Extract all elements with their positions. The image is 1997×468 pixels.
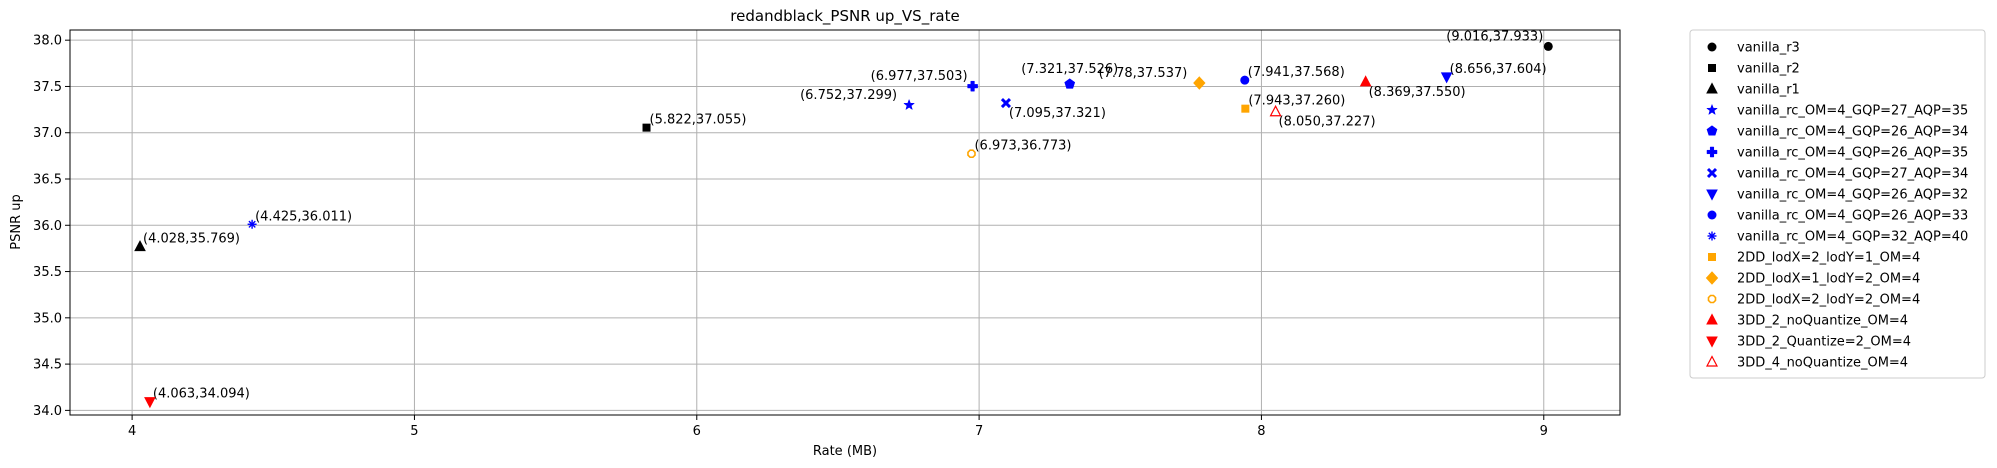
legend-entry-label: 2DD_lodX=2_lodY=1_OM=4	[1737, 251, 1920, 266]
y-tick-label: 36.0	[33, 219, 62, 234]
data-label: (7.78,37.537)	[1099, 66, 1188, 81]
x-tick-label: 8	[1257, 424, 1265, 439]
data-points	[134, 41, 1553, 409]
data-label: (7.941,37.568)	[1248, 65, 1345, 80]
data-label: (6.752,37.299)	[800, 88, 897, 103]
plot-area-frame	[69, 29, 1621, 416]
data-point	[967, 80, 978, 92]
x-tick-label: 7	[975, 424, 983, 439]
legend-marker	[1706, 336, 1718, 348]
data-point	[248, 220, 256, 228]
legend-entry-label: vanilla_rc_OM=4_GQP=27_AQP=35	[1737, 104, 1968, 119]
y-tick-label: 38.0	[33, 34, 62, 49]
x-tick-label: 9	[1540, 424, 1548, 439]
data-point	[1064, 78, 1076, 89]
x-axis-label: Rate (MB)	[813, 444, 877, 459]
data-point	[1193, 76, 1206, 90]
data-point	[134, 240, 146, 252]
data-label: (8.050,37.227)	[1279, 115, 1376, 130]
legend-marker	[1706, 82, 1718, 94]
data-label: (7.943,37.260)	[1248, 94, 1345, 109]
legend-entry-label: vanilla_rc_OM=4_GQP=26_AQP=34	[1737, 125, 1968, 140]
legend-entry-label: vanilla_rc_OM=4_GQP=26_AQP=35	[1737, 146, 1968, 161]
legend-marker	[1706, 313, 1718, 325]
legend-marker	[1708, 232, 1716, 240]
legend-entry-label: 2DD_lodX=1_lodY=2_OM=4	[1737, 272, 1920, 287]
legend-entry-label: vanilla_rc_OM=4_GQP=26_AQP=32	[1737, 188, 1968, 203]
legend-marker	[1706, 189, 1718, 201]
legend-marker	[1706, 355, 1718, 367]
legend-marker	[1708, 64, 1716, 72]
data-point	[903, 98, 916, 111]
legend-frame	[1689, 29, 1986, 379]
y-tick-label: 37.0	[33, 126, 62, 141]
data-label: (6.973,36.773)	[974, 139, 1071, 154]
data-label: (8.369,37.550)	[1369, 85, 1466, 100]
data-label: (7.321,37.526)	[1021, 62, 1118, 77]
data-label: (4.028,35.769)	[143, 232, 240, 247]
data-label: (9.016,37.933)	[1446, 29, 1543, 44]
legend-marker	[1707, 210, 1717, 220]
data-point	[1269, 104, 1282, 117]
data-label: (6.977,37.503)	[871, 69, 968, 84]
grid-lines	[70, 30, 1620, 415]
y-tick-label: 35.5	[33, 265, 62, 280]
data-label: (4.425,36.011)	[255, 209, 352, 224]
legend-entry-label: vanilla_rc_OM=4_GQP=26_AQP=33	[1737, 209, 1968, 224]
legend-entry-label: 3DD_2_Quantize=2_OM=4	[1737, 335, 1911, 350]
data-point	[1543, 41, 1553, 51]
data-point	[642, 123, 651, 132]
legend-marker	[1707, 294, 1717, 304]
data-labels: (9.016,37.933) (5.822,37.055) (4.028,35.76…	[143, 29, 1547, 401]
data-point	[1240, 75, 1250, 85]
legend-marker	[1706, 103, 1718, 116]
legend-entry-label: 2DD_lodX=2_lodY=2_OM=4	[1737, 293, 1920, 308]
legend-marker	[1706, 167, 1718, 179]
legend-marker	[1707, 42, 1717, 52]
legend-entry-label: 3DD_4_noQuantize_OM=4	[1737, 356, 1908, 371]
legend-entry-label: vanilla_r3	[1737, 41, 1800, 56]
data-point	[144, 397, 156, 409]
legend-entry-label: vanilla_rc_OM=4_GQP=27_AQP=34	[1737, 167, 1968, 182]
data-point	[967, 149, 976, 159]
data-label: (4.063,34.094)	[153, 387, 250, 402]
data-label: (8.656,37.604)	[1450, 62, 1547, 77]
legend: vanilla_r3 vanilla_r2 vanilla_r1 vanilla_rc…	[1689, 29, 1986, 379]
data-point	[1359, 75, 1372, 87]
data-point	[1000, 97, 1011, 109]
legend-entry-label: 3DD_2_noQuantize_OM=4	[1737, 314, 1908, 329]
axis-ticks: 4 5 6 7 8 9 34.0 34.5 35.0 35.5 36.0 36.5 37.0 37.5 38…	[33, 34, 1548, 439]
legend-marker	[1706, 125, 1718, 136]
y-tick-label: 37.5	[33, 80, 62, 95]
y-tick-label: 34.0	[33, 404, 62, 419]
legend-marker	[1706, 146, 1718, 158]
data-label: (5.822,37.055)	[650, 113, 747, 128]
legend-entry-label: vanilla_r1	[1737, 83, 1800, 98]
data-label: (7.095,37.321)	[1009, 106, 1106, 121]
y-axis-label: PSNR up	[9, 194, 24, 249]
x-tick-label: 5	[410, 424, 418, 439]
x-tick-label: 4	[128, 424, 136, 439]
legend-marker	[1708, 253, 1716, 261]
legend-entry-label: vanilla_r2	[1737, 62, 1800, 77]
x-tick-label: 6	[693, 424, 701, 439]
y-tick-label: 36.5	[33, 173, 62, 188]
y-tick-label: 35.0	[33, 311, 62, 326]
y-tick-label: 34.5	[33, 358, 62, 373]
data-point	[1241, 104, 1250, 113]
legend-entry-label: vanilla_rc_OM=4_GQP=32_AQP=40	[1737, 230, 1968, 245]
chart-title: redandblack_PSNR up_VS_rate	[730, 7, 959, 26]
data-point	[1440, 72, 1453, 84]
legend-marker	[1705, 271, 1719, 285]
